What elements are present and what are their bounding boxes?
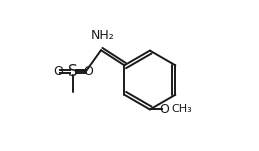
Text: O: O: [83, 65, 93, 78]
Text: O: O: [53, 65, 63, 78]
Text: S: S: [68, 64, 78, 79]
Text: NH₂: NH₂: [91, 29, 114, 42]
Text: CH₃: CH₃: [171, 104, 192, 114]
Text: O: O: [159, 103, 169, 116]
